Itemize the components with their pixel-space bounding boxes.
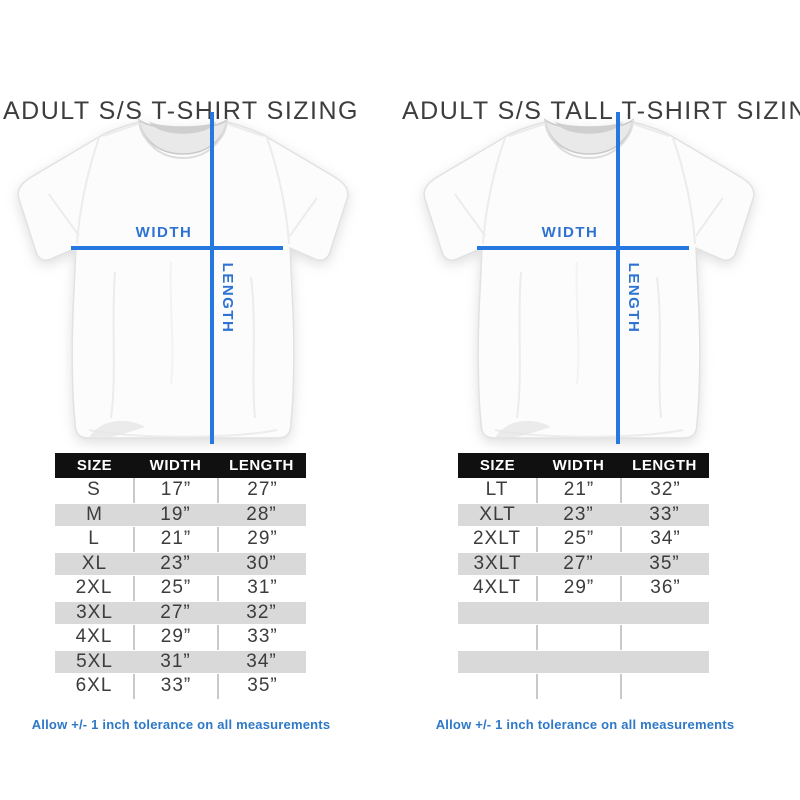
- column-header: WIDTH: [552, 457, 605, 474]
- length-label: LENGTH: [625, 262, 642, 334]
- table-cell: 4XLT: [458, 576, 536, 601]
- table-cell: 19”: [160, 503, 191, 525]
- column-header: LENGTH: [632, 457, 697, 474]
- tshirt-illustration: [423, 119, 755, 440]
- table-cell: [620, 602, 709, 625]
- table-cell: 33”: [219, 625, 306, 650]
- table-cell: 21”: [135, 527, 217, 552]
- table-cell: [622, 674, 709, 699]
- length-measure-line: [616, 112, 620, 444]
- table-cell: 4XL: [55, 625, 133, 650]
- table-cell: [622, 625, 709, 650]
- table-cell: LT: [458, 478, 536, 503]
- table-cell: [458, 602, 537, 625]
- table-cell: M: [86, 503, 103, 525]
- table-cell: [537, 602, 620, 625]
- table-cell: [458, 674, 536, 699]
- width-measure-line: [71, 246, 283, 250]
- table-row-shaded: [458, 600, 709, 625]
- table-cell: L: [55, 527, 133, 552]
- table-cell: 23”: [563, 503, 594, 525]
- table-cell: 5XL: [76, 650, 113, 672]
- table-cell: 3XLT: [473, 552, 522, 574]
- table-cell: 32”: [246, 601, 277, 623]
- table-row-shaded: M 19” 28”: [55, 502, 306, 527]
- tshirt-measurement-diagram: WIDTH LENGTH: [409, 112, 769, 450]
- table-cell: XLT: [479, 503, 516, 525]
- length-measure-line: [210, 112, 214, 444]
- table-cell: 30”: [246, 552, 277, 574]
- length-label: LENGTH: [219, 262, 236, 334]
- table-header-row: SIZE WIDTH LENGTH: [458, 453, 709, 478]
- size-table: SIZE WIDTH LENGTH LT 21” 32” XLT 23” 33” 2XLT 25” 3…: [458, 453, 709, 699]
- table-cell: 23”: [160, 552, 191, 574]
- table-row-shaded: 3XLT 27” 35”: [458, 551, 709, 576]
- table-cell: 29”: [219, 527, 306, 552]
- table-cell: 17”: [135, 478, 217, 503]
- table-cell: 3XL: [76, 601, 113, 623]
- table-cell: [620, 651, 709, 674]
- column-header: LENGTH: [229, 457, 294, 474]
- table-cell: 27”: [563, 552, 594, 574]
- table-cell: 35”: [219, 674, 306, 699]
- table-cell: 29”: [538, 576, 620, 601]
- table-cell: 31”: [219, 576, 306, 601]
- table-cell: 25”: [538, 527, 620, 552]
- table-cell: [538, 674, 620, 699]
- table-cell: [538, 625, 620, 650]
- table-cell: [537, 651, 620, 674]
- table-cell: 21”: [538, 478, 620, 503]
- table-cell: 36”: [622, 576, 709, 601]
- table-cell: 28”: [246, 503, 277, 525]
- table-cell: 6XL: [55, 674, 133, 699]
- tolerance-note: Allow +/- 1 inch tolerance on all measur…: [435, 717, 735, 732]
- table-row-shaded: XL 23” 30”: [55, 551, 306, 576]
- tshirt-illustration: [17, 119, 349, 440]
- width-measure-line: [477, 246, 689, 250]
- table-cell: 2XLT: [458, 527, 536, 552]
- table-cell: 34”: [622, 527, 709, 552]
- table-row-shaded: [458, 649, 709, 674]
- table-cell: [458, 625, 536, 650]
- panel-tall-sizing: ADULT S/S TALL T-SHIRT SIZING WIDTH LENG…: [402, 0, 800, 800]
- table-cell: 25”: [135, 576, 217, 601]
- table-cell: S: [55, 478, 133, 503]
- table-cell: 27”: [160, 601, 191, 623]
- page-title: ADULT S/S T-SHIRT SIZING: [3, 96, 359, 125]
- table-row-shaded: XLT 23” 33”: [458, 502, 709, 527]
- table-cell: XL: [81, 552, 108, 574]
- table-cell: [458, 651, 537, 674]
- table-cell: 33”: [135, 674, 217, 699]
- page-title: ADULT S/S TALL T-SHIRT SIZING: [402, 96, 800, 125]
- column-header: SIZE: [76, 457, 113, 474]
- table-cell: 33”: [649, 503, 680, 525]
- table-row-shaded: 3XL 27” 32”: [55, 600, 306, 625]
- panel-regular-sizing: ADULT S/S T-SHIRT SIZING WIDTH LENGTH SI…: [0, 0, 362, 800]
- table-row-shaded: 5XL 31” 34”: [55, 649, 306, 674]
- tolerance-note: Allow +/- 1 inch tolerance on all measur…: [31, 717, 331, 732]
- column-header: SIZE: [479, 457, 516, 474]
- table-cell: 35”: [649, 552, 680, 574]
- table-cell: 29”: [135, 625, 217, 650]
- tshirt-measurement-diagram: WIDTH LENGTH: [3, 112, 363, 450]
- table-cell: 31”: [160, 650, 191, 672]
- column-header: WIDTH: [149, 457, 202, 474]
- table-cell: 32”: [622, 478, 709, 503]
- width-label: WIDTH: [135, 224, 193, 241]
- table-cell: 27”: [219, 478, 306, 503]
- width-label: WIDTH: [541, 224, 599, 241]
- table-cell: 34”: [246, 650, 277, 672]
- table-cell: 2XL: [55, 576, 133, 601]
- size-table: SIZE WIDTH LENGTH S 17” 27” M 19” 28” L 21” 29” XL 23…: [55, 453, 306, 699]
- table-header-row: SIZE WIDTH LENGTH: [55, 453, 306, 478]
